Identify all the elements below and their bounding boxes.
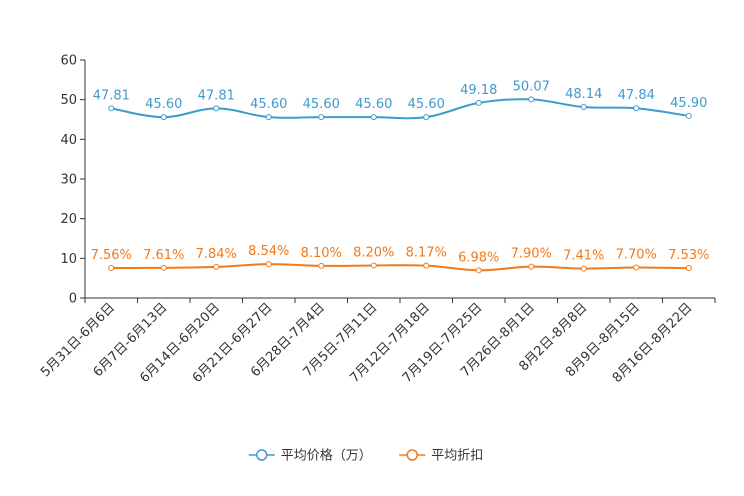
series-line-1 — [111, 263, 689, 272]
data-point — [580, 104, 587, 111]
legend-item-1: 平均折扣 — [399, 449, 483, 464]
data-label: 45.60 — [145, 97, 182, 112]
legend-label: 平均折扣 — [431, 449, 483, 464]
data-label: 47.81 — [198, 88, 235, 103]
data-label: 7.56% — [91, 248, 132, 263]
data-point — [633, 264, 640, 271]
legend-label: 平均价格（万） — [281, 448, 372, 464]
data-label: 8.17% — [406, 246, 447, 261]
data-point — [160, 264, 167, 271]
y-tick-label: 40 — [60, 133, 77, 148]
data-point — [423, 114, 430, 121]
data-label: 8.20% — [353, 245, 394, 260]
y-tick-label: 0 — [69, 292, 77, 307]
y-tick-label: 60 — [60, 54, 77, 69]
legend-item-0: 平均价格（万） — [248, 448, 372, 464]
data-label: 47.84 — [618, 88, 655, 103]
data-label: 7.41% — [563, 249, 604, 264]
data-label: 48.14 — [565, 87, 602, 102]
data-point — [213, 263, 220, 270]
data-labels: 47.81 45.60 47.81 45.60 45.60 45.60 45.60 49.18… — [91, 79, 710, 265]
legend: 平均价格（万） 平均折扣 — [248, 448, 483, 464]
data-point — [370, 114, 377, 121]
data-point — [265, 261, 272, 268]
data-label: 7.84% — [196, 247, 237, 262]
data-point — [318, 114, 325, 121]
data-point — [528, 96, 535, 103]
data-point — [475, 99, 482, 106]
data-label: 7.90% — [511, 247, 552, 262]
legend-marker-icon — [256, 449, 268, 461]
data-point — [213, 105, 220, 112]
y-tick-label: 20 — [60, 212, 77, 227]
data-point — [528, 263, 535, 270]
y-tick-label: 10 — [60, 252, 77, 267]
y-tick-label: 30 — [60, 173, 77, 188]
data-point — [160, 114, 167, 121]
data-point — [475, 267, 482, 274]
data-label: 49.18 — [460, 83, 497, 98]
data-label: 7.70% — [616, 247, 657, 262]
y-tick-label: 50 — [60, 93, 77, 108]
data-point — [370, 262, 377, 269]
series-line-0 — [111, 98, 689, 120]
legend-marker-icon — [406, 449, 418, 461]
data-label: 45.60 — [355, 97, 392, 112]
data-label: 45.90 — [670, 96, 707, 111]
data-label: 50.07 — [513, 79, 550, 94]
data-point — [108, 265, 115, 272]
data-point — [633, 105, 640, 112]
data-point — [108, 105, 115, 112]
data-point — [685, 265, 692, 272]
data-label: 45.60 — [250, 97, 287, 112]
data-label: 45.60 — [303, 97, 340, 112]
data-point — [318, 262, 325, 269]
data-point — [685, 112, 692, 119]
data-label: 45.60 — [408, 97, 445, 112]
data-label: 7.61% — [143, 248, 184, 263]
series-layer — [108, 96, 692, 274]
data-label: 7.53% — [668, 248, 709, 263]
data-point — [265, 114, 272, 121]
data-label: 8.54% — [248, 244, 289, 259]
data-label: 47.81 — [93, 88, 130, 103]
data-point — [580, 265, 587, 272]
data-point — [423, 262, 430, 269]
data-label: 6.98% — [458, 250, 499, 265]
data-label: 8.10% — [301, 246, 342, 261]
